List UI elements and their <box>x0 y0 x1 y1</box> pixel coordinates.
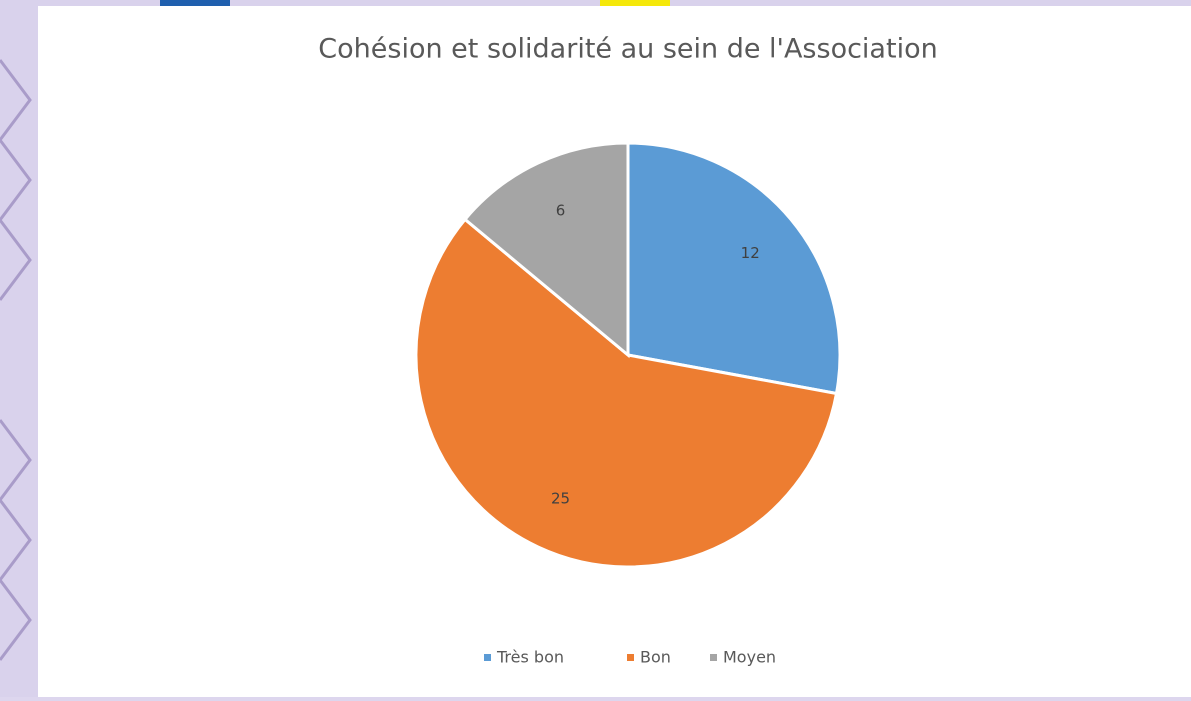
data-label: 12 <box>741 244 760 262</box>
legend-swatch <box>710 654 717 661</box>
decoration <box>160 0 230 6</box>
chart-title: Cohésion et solidarité au sein de l'Asso… <box>318 34 937 65</box>
decoration <box>600 0 670 6</box>
legend-label: Moyen <box>723 648 776 667</box>
data-label: 25 <box>551 489 570 507</box>
decoration <box>0 59 32 661</box>
data-label: 6 <box>556 202 566 220</box>
pie-slice <box>462 141 630 359</box>
pie-slice <box>626 141 842 396</box>
pie: 12 25 6 <box>414 141 842 569</box>
legend-label: Bon <box>640 648 671 667</box>
legend: Très bon Bon Moyen <box>484 648 776 667</box>
pie-slice <box>414 217 839 569</box>
legend-label: Très bon <box>496 648 564 667</box>
legend-swatch <box>484 654 491 661</box>
legend-swatch <box>627 654 634 661</box>
